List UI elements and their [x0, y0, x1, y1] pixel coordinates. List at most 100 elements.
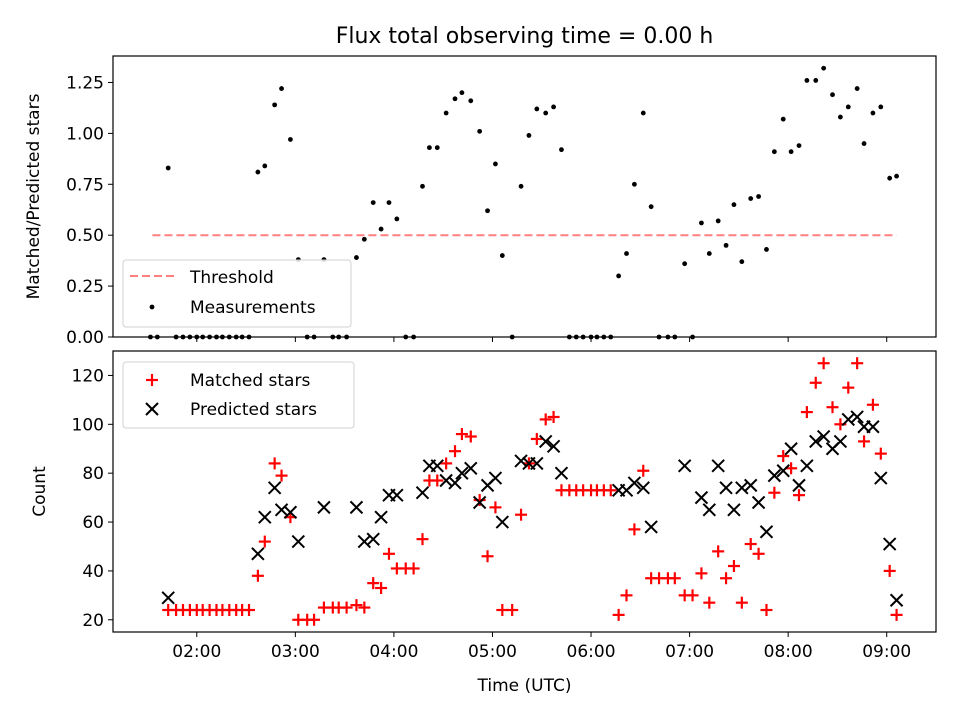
measurement-point [354, 255, 359, 260]
matched-stars-point [874, 447, 887, 460]
measurement-point [771, 149, 777, 155]
matched-stars-point [727, 560, 740, 573]
measurement-point [551, 104, 556, 110]
top-legend: Threshold Measurements [122, 259, 352, 328]
predicted-stars-point [488, 471, 503, 485]
measurement-point [837, 114, 843, 120]
measurement-point [796, 143, 802, 148]
bottom-panel: 20 40 60 80 100 120 02:00 03:00 04:00 05:00 06:00… [30, 350, 937, 696]
measurement-point [616, 273, 622, 279]
predicted-stars-point [267, 481, 282, 495]
predicted-stars-point [546, 439, 561, 454]
matched-stars-point [866, 398, 879, 411]
predicted-stars-point [161, 591, 175, 605]
matched-stars-point [515, 508, 528, 521]
predicted-stars-point [882, 537, 897, 551]
measurement-point [477, 128, 483, 134]
predicted-stars-point [514, 454, 528, 468]
bottom-y-tick-label: 100 [72, 415, 104, 435]
predicted-stars-point [727, 503, 741, 517]
matched-stars-point [883, 564, 896, 577]
measurement-point [452, 96, 458, 102]
matched-legend-marker [146, 374, 158, 386]
predicted-stars-point [530, 456, 544, 471]
measurement-point [780, 116, 786, 122]
matched-stars-point [703, 596, 716, 609]
predicted-stars-point [349, 500, 364, 515]
matched-stars-point [858, 435, 871, 448]
predicted-stars-point [735, 481, 749, 495]
measurement-point [739, 259, 745, 265]
matched-stars-point [367, 577, 380, 590]
threshold-legend-label: Threshold [189, 268, 274, 288]
measurement-point [288, 137, 293, 142]
measurement-point [861, 141, 867, 146]
matched-stars-point [800, 406, 813, 419]
predicted-stars-point [251, 547, 265, 561]
measurement-point [518, 183, 524, 189]
predicted-stars-point [472, 495, 487, 510]
predicted-stars-point [357, 534, 372, 549]
measurements-legend-marker [149, 304, 155, 310]
matched-stars-point [620, 589, 633, 602]
matched-stars-point [686, 589, 699, 602]
matched-stars-point [258, 535, 271, 548]
measurement-point [715, 218, 721, 224]
predicted-stars-point [390, 488, 404, 502]
predicted-legend-marker [145, 402, 159, 416]
matched-stars-point [416, 533, 429, 546]
predicted-stars-point [274, 503, 289, 517]
matched-stars-point [720, 572, 733, 585]
bottom-x-tick-label: 08:00 [764, 642, 813, 662]
predicted-stars-point [800, 459, 814, 473]
measurement-point [648, 204, 654, 210]
matched-stars-point [473, 494, 486, 507]
matched-stars-point [275, 469, 288, 482]
top-panel: Flux total observing time = 0.00 h 0.000… [24, 24, 937, 348]
measurement-point [764, 247, 769, 252]
predicted-stars-point [850, 410, 864, 424]
predicted-stars-point [889, 593, 904, 607]
top-plot-area [148, 65, 899, 340]
predicted-stars-point [455, 466, 469, 480]
top-y-axis-label: Matched/Predicted stars [24, 93, 44, 299]
matched-stars-point [604, 484, 617, 497]
bottom-y-axis-label: Count [30, 466, 50, 517]
matched-stars-point [760, 604, 773, 617]
measurement-point [394, 216, 400, 222]
predicted-stars-point [317, 500, 331, 515]
matched-stars-point [890, 608, 903, 621]
matched-stars-point [735, 596, 748, 609]
predicted-stars-point [702, 503, 717, 517]
predicted-stars-point [258, 510, 272, 524]
measurement-point [543, 110, 549, 116]
measurement-point [526, 133, 532, 138]
measurement-point [420, 183, 425, 189]
predicted-stars-point [554, 466, 569, 480]
predicted-stars-point [792, 478, 806, 493]
bottom-y-tick-label: 20 [82, 611, 104, 631]
bottom-x-tick-label: 02:00 [172, 642, 221, 662]
predicted-stars-point [430, 459, 444, 473]
bottom-axes-frame [112, 350, 937, 633]
measurement-point [887, 175, 893, 181]
matched-stars-point [340, 601, 353, 614]
matched-stars-point [612, 608, 625, 621]
matched-stars-point [817, 357, 830, 370]
matched-stars-point [382, 547, 395, 560]
measurement-point [804, 78, 810, 83]
matched-stars-point [851, 357, 864, 370]
measurement-point [821, 65, 827, 71]
measurement-point [870, 110, 876, 116]
measurement-point [434, 145, 440, 151]
bottom-legend: Matched stars Predicted stars [122, 361, 355, 429]
matched-stars-point [375, 582, 388, 595]
matched-legend-label: Matched stars [190, 371, 310, 391]
top-axes-frame [112, 55, 937, 338]
bottom-x-tick-label: 03:00 [271, 642, 320, 662]
matched-stars-point [358, 601, 371, 614]
matched-stars-point [268, 457, 281, 470]
top-x-axis [196, 337, 888, 342]
chart-title: Flux total observing time = 0.00 h [336, 24, 714, 49]
top-legend-box [122, 259, 352, 328]
